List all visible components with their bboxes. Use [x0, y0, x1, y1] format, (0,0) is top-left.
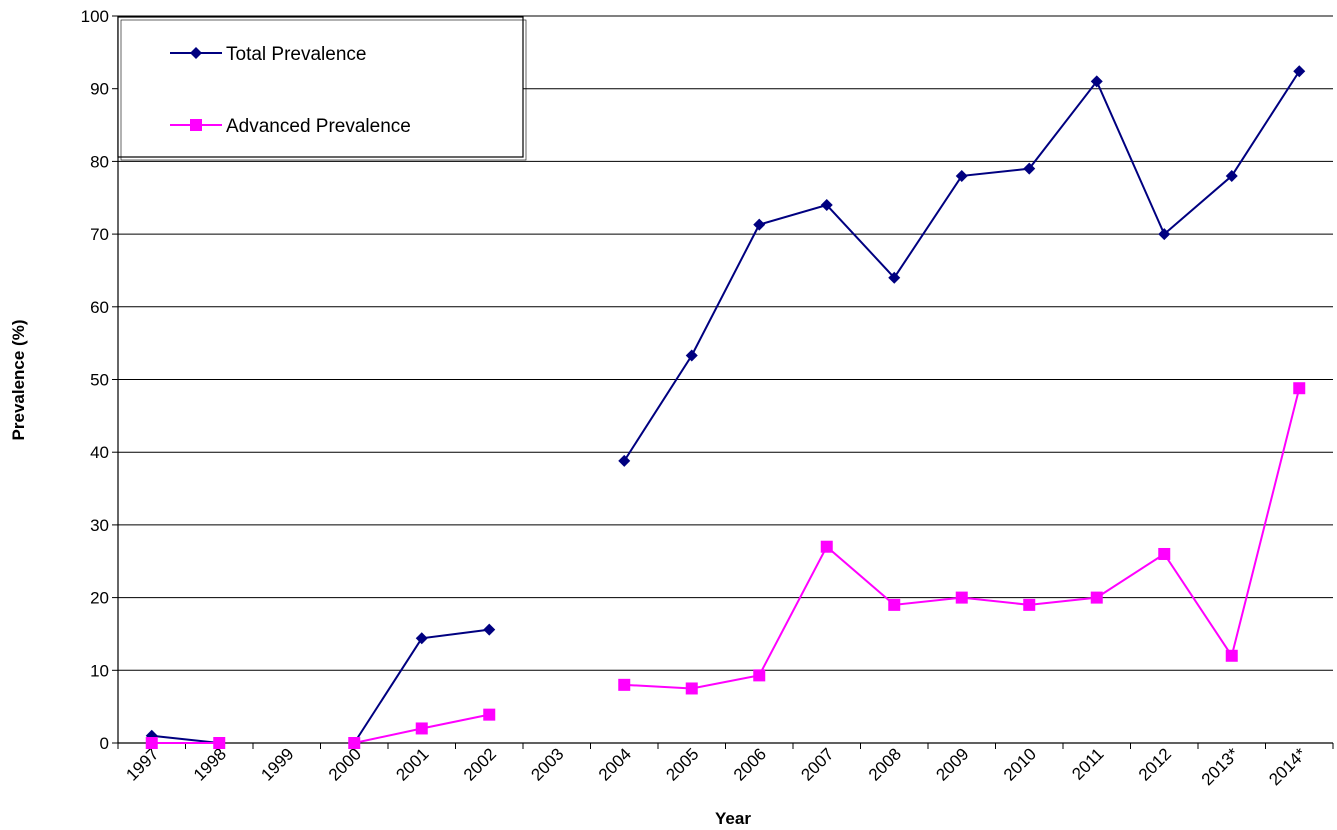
total-prevalence-point-2008: [888, 271, 901, 284]
y-tick-label-20: 20: [90, 589, 109, 608]
x-tick-label-2012: 2012: [1135, 744, 1175, 784]
y-tick-label-60: 60: [90, 298, 109, 317]
advanced-prevalence-point-2010: [1023, 598, 1036, 611]
total-prevalence-point-2004: [618, 454, 631, 467]
legend-marker-total: [190, 47, 202, 59]
x-tick-label-2000: 2000: [325, 744, 365, 784]
x-tick-label-2011: 2011: [1068, 744, 1107, 783]
y-tick-label-0: 0: [100, 734, 109, 753]
total-prevalence-line-segment-2: [623, 70, 1301, 462]
advanced-prevalence-point-2012: [1158, 547, 1171, 560]
advanced-prevalence-point-2007: [820, 540, 833, 553]
y-tick-label-10: 10: [90, 661, 109, 680]
y-tick-label-40: 40: [90, 443, 109, 462]
x-tick-label-2008: 2008: [865, 744, 905, 784]
x-tick-label-2005: 2005: [662, 744, 702, 784]
x-tick-label-1999: 1999: [257, 744, 297, 784]
advanced-prevalence-point-2009: [955, 591, 968, 604]
y-axis-ticks: 0 10 20 30 40 50 60 70 80 90 100: [81, 7, 118, 753]
advanced-prevalence-point-1997: [145, 737, 158, 749]
grid-lines: [118, 15, 1333, 671]
y-tick-label-30: 30: [90, 516, 109, 535]
advanced-prevalence-point-2013*: [1225, 649, 1238, 662]
x-tick-label-2007: 2007: [797, 744, 837, 784]
total-prevalence-point-2014*: [1293, 65, 1306, 78]
y-tick-label-70: 70: [90, 225, 109, 244]
advanced-prevalence-point-2006: [753, 669, 766, 682]
advanced-prevalence-point-2004: [618, 678, 631, 691]
total-prevalence-point-2006: [753, 218, 766, 231]
x-tick-label-2002: 2002: [460, 744, 500, 784]
legend: Total Prevalence Advanced Prevalence: [117, 16, 527, 161]
x-tick-label-2006: 2006: [730, 744, 770, 784]
x-tick-label-2013*: 2013*: [1198, 744, 1243, 789]
advanced-prevalence-point-2002: [483, 708, 496, 721]
advanced-prevalence-point-1998: [213, 737, 226, 749]
advanced-prevalence-line-segment-2: [624, 387, 1301, 690]
x-tick-label-1998: 1998: [190, 744, 230, 784]
y-tick-label-80: 80: [90, 152, 109, 171]
total-prevalence-point-2007: [820, 199, 833, 212]
x-axis-ticks: 1997 1998 1999 2000 2001 2002 2003 2004 2005 2006…: [117, 743, 1334, 789]
total-prevalence-point-2013*: [1225, 169, 1238, 182]
advanced-prevalence-point-2001: [415, 722, 428, 735]
x-tick-label-2001: 2001: [392, 744, 432, 784]
y-tick-label-100: 100: [81, 7, 109, 26]
total-prevalence-point-2002: [483, 623, 496, 636]
total-prevalence-point-2010: [1023, 162, 1036, 175]
legend-box: [117, 16, 524, 158]
y-tick-label-50: 50: [90, 371, 109, 390]
x-tick-label-2003: 2003: [527, 744, 567, 784]
y-tick-label-90: 90: [90, 80, 109, 99]
x-axis-title: Year: [715, 809, 751, 828]
x-tick-label-2009: 2009: [932, 744, 972, 784]
total-prevalence-point-2011: [1090, 75, 1103, 88]
total-prevalence-line-segment-0: [151, 734, 220, 744]
series-layer: [145, 65, 1306, 749]
total-prevalence-point-2005: [685, 349, 698, 362]
x-tick-label-2010: 2010: [1000, 744, 1040, 784]
x-tick-label-2004: 2004: [595, 744, 635, 784]
y-axis-title: Prevalence (%): [9, 320, 28, 441]
x-tick-label-2014*: 2014*: [1265, 744, 1310, 789]
advanced-prevalence-point-2008: [888, 598, 901, 611]
advanced-prevalence-point-2011: [1090, 591, 1103, 604]
total-prevalence-point-2009: [955, 169, 968, 182]
advanced-prevalence-point-2014*: [1293, 382, 1306, 395]
total-prevalence-point-2001: [415, 632, 428, 645]
legend-label-total: Total Prevalence: [226, 44, 366, 65]
x-tick-label-1997: 1997: [122, 744, 162, 784]
legend-label-advanced: Advanced Prevalence: [226, 116, 411, 137]
legend-marker-advanced: [190, 119, 202, 131]
advanced-prevalence-point-2005: [685, 682, 698, 695]
total-prevalence-point-2012: [1158, 228, 1171, 241]
advanced-prevalence-point-2000: [348, 737, 361, 749]
legend-box-shadow: [120, 19, 527, 161]
